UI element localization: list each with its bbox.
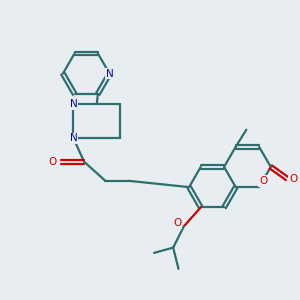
Text: N: N <box>70 100 77 110</box>
Text: N: N <box>70 134 77 143</box>
Text: N: N <box>106 69 113 79</box>
Text: O: O <box>173 218 181 228</box>
Text: O: O <box>259 176 267 186</box>
Text: O: O <box>289 174 298 184</box>
Text: O: O <box>48 157 56 167</box>
